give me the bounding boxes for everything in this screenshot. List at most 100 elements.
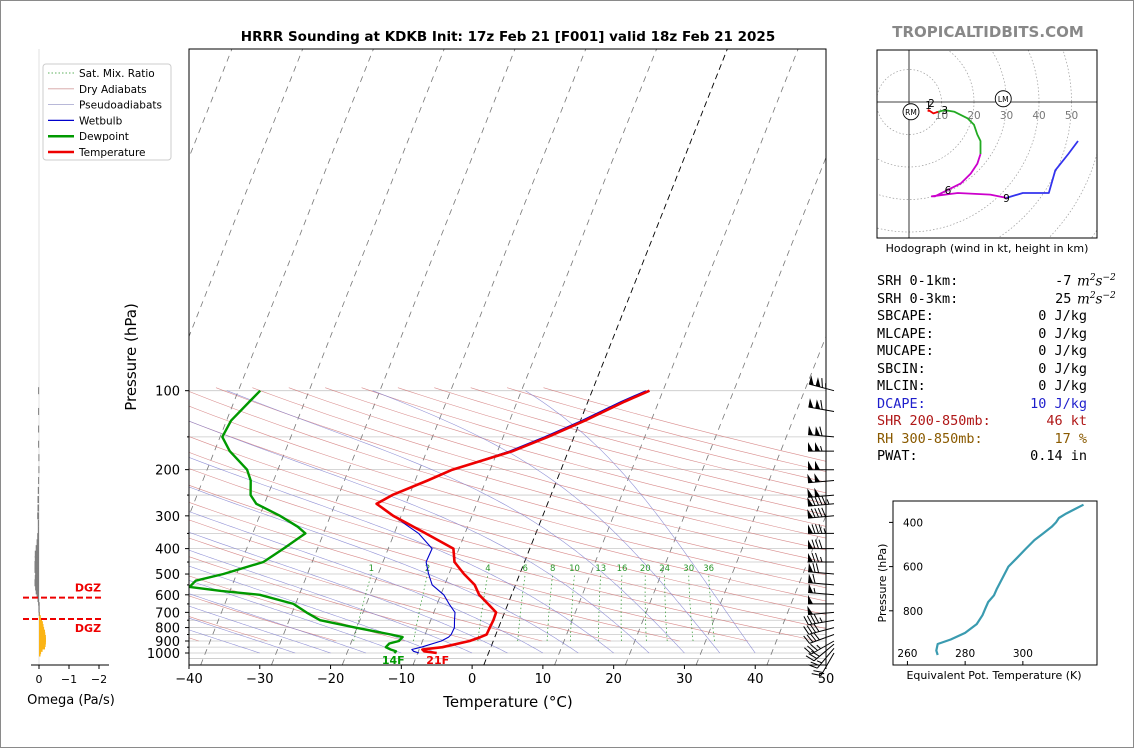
theta-e-x-tick-label: 260 — [897, 648, 917, 660]
wind-barb-full — [822, 508, 826, 517]
wind-barb-flag — [809, 375, 814, 385]
omega-bar — [38, 387, 39, 394]
wind-barb-full — [812, 524, 815, 533]
hodograph-height-label: 6 — [945, 185, 952, 197]
wind-barb-half — [821, 446, 823, 451]
wind-barb-flag — [815, 426, 820, 435]
stats-row: MLCIN:0 J/kg — [877, 378, 1127, 396]
x-tick-label: 50 — [818, 672, 835, 687]
dry-adiabat-line — [1, 388, 130, 641]
mixing-ratio-label: 1 — [369, 564, 374, 574]
wind-barb-flag — [807, 606, 813, 615]
wind-barb — [807, 606, 834, 615]
theta-e-y-tick-label: 400 — [903, 517, 923, 529]
isotherm-line — [1, 49, 20, 665]
stats-key: SRH 0-1km: — [877, 273, 958, 289]
wind-barb-full — [816, 563, 818, 572]
stats-key: PWAT: — [877, 448, 918, 464]
wind-barb-full — [813, 574, 815, 583]
theta-e-x-tick-label: 280 — [955, 648, 975, 660]
omega-bar — [38, 487, 39, 494]
wind-barb — [808, 398, 834, 411]
isotherm-line — [555, 49, 799, 665]
mixing-ratio-label: 16 — [617, 564, 628, 574]
wind-barb-full — [818, 496, 822, 505]
dgz-label: DGZ — [75, 582, 101, 595]
mixing-ratio-label: 24 — [659, 564, 670, 574]
wind-barb — [804, 624, 834, 635]
hodograph-height-label: 3 — [941, 105, 948, 117]
wind-barb-flag — [814, 473, 820, 482]
hodograph-frame — [877, 50, 1097, 238]
y-tick-label: 700 — [155, 606, 180, 621]
legend-label: Temperature — [78, 147, 146, 159]
hodograph-height-label: 9 — [1003, 193, 1010, 205]
stats-key: SRH 0-3km: — [877, 291, 958, 307]
mixing-ratio-line — [478, 574, 488, 641]
stats-value: 0 J/kg — [1038, 361, 1087, 377]
omega-bar — [38, 477, 39, 484]
wind-barb-flag — [808, 595, 813, 604]
omega-bar — [38, 520, 39, 527]
pseudoadiabat-line — [1, 490, 401, 653]
x-tick-label: 10 — [535, 672, 552, 687]
wind-barb-flag — [808, 398, 813, 408]
y-tick-label: 400 — [155, 543, 180, 558]
legend-label: Pseudoadiabats — [79, 100, 162, 112]
wind-barb-flag — [807, 474, 813, 483]
theta-e-x-label: Equivalent Pot. Temperature (K) — [906, 669, 1081, 682]
wind-barb-full — [812, 553, 815, 562]
y-tick-label: 600 — [155, 589, 180, 604]
wind-barb-full — [820, 427, 822, 436]
stats-value: 0 J/kg — [1038, 308, 1087, 324]
mixing-ratio-line — [599, 574, 601, 641]
skewt-frame — [189, 49, 826, 665]
legend-label: Dewpoint — [79, 131, 129, 143]
wind-barb-full — [816, 540, 819, 549]
wind-barb-full — [819, 540, 822, 549]
x-tick-label: −40 — [175, 672, 202, 687]
theta-e-y-tick-label: 600 — [903, 562, 923, 574]
y-tick-label: 100 — [155, 385, 180, 400]
stats-value: 46 kt — [1046, 413, 1087, 429]
y-tick-label: 300 — [155, 510, 180, 525]
wind-barb-full — [811, 615, 816, 623]
legend-label: Dry Adiabats — [79, 84, 147, 96]
mixing-ratio-line — [518, 574, 526, 641]
y-axis-label: Pressure (hPa) — [122, 303, 140, 411]
stats-key: SBCIN: — [877, 361, 926, 377]
mixing-ratio-label: 36 — [703, 564, 714, 574]
legend-label: Wetbulb — [79, 115, 123, 127]
stats-row: DCAPE:10 J/kg — [877, 396, 1127, 414]
omega-bar — [37, 512, 39, 519]
mixing-ratio-line — [414, 574, 428, 641]
omega-bar — [38, 441, 39, 448]
wind-barb-full — [821, 400, 822, 409]
wind-barb-flag — [808, 442, 813, 451]
omega-bar — [38, 527, 39, 534]
stats-value: 0 J/kg — [1038, 326, 1087, 342]
dry-adiabat-line — [1, 388, 817, 641]
hodograph-ring-label: 50 — [1065, 110, 1078, 122]
surface-temperature-label: 21F — [426, 654, 449, 667]
hodograph-caption: Hodograph (wind in kt, height in km) — [886, 242, 1089, 255]
wind-barb-flag — [815, 442, 820, 451]
omega-bar — [38, 496, 40, 503]
omega-bar — [38, 504, 40, 511]
wind-barb-full — [819, 524, 822, 533]
hodograph-ring-label: 30 — [1000, 110, 1013, 122]
y-tick-label: 200 — [155, 464, 180, 479]
hodograph-trace — [932, 154, 1007, 198]
stats-value: 17 % — [1054, 431, 1087, 447]
dgz-label: DGZ — [75, 622, 101, 635]
stats-key: DCAPE: — [877, 396, 926, 412]
wind-barb — [807, 508, 834, 518]
mixing-ratio-label: 13 — [595, 564, 606, 574]
stats-key: MLCAPE: — [877, 326, 934, 342]
wind-barb-flag — [815, 461, 820, 470]
mixing-ratio-label: 30 — [683, 564, 694, 574]
y-tick-label: 500 — [155, 568, 180, 583]
wind-barb-flag — [815, 399, 820, 409]
